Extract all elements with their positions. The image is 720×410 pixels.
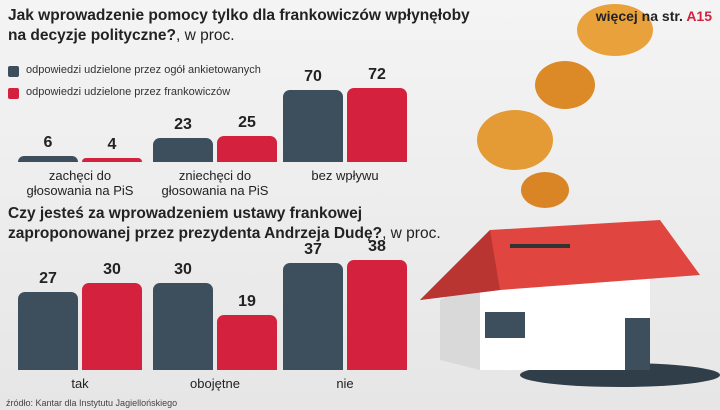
door — [625, 318, 650, 370]
bar — [217, 314, 277, 370]
title-main: Czy jesteś za wprowadzeniem ustawy frank… — [8, 205, 383, 242]
more-ref: A15 — [686, 8, 712, 24]
coin — [577, 4, 653, 56]
window — [485, 312, 525, 338]
title-unit: , w proc. — [382, 225, 441, 242]
coin — [535, 61, 595, 109]
house-wall — [480, 270, 650, 370]
value-label: 72 — [368, 66, 386, 83]
house-side — [440, 280, 480, 370]
value-label: 25 — [238, 114, 256, 132]
chart-title: Czy jesteś za wprowadzeniem ustawy frank… — [8, 204, 478, 244]
bar — [217, 136, 277, 162]
value-label: 37 — [304, 240, 322, 258]
source: źródło: Kantar dla Instytutu Jagiellońsk… — [6, 398, 178, 408]
category-label: tak — [71, 376, 89, 391]
roof-side — [420, 230, 500, 300]
coin — [477, 110, 553, 170]
value-label: 4 — [107, 135, 117, 153]
value-label: 6 — [43, 133, 53, 151]
coin-slot — [510, 244, 570, 248]
bar — [82, 283, 142, 370]
category-label: bez wpływu — [311, 168, 379, 183]
bar — [18, 155, 78, 162]
bar — [153, 138, 213, 162]
bar — [347, 88, 407, 162]
category-label: obojętne — [190, 376, 240, 391]
category-label: zniechęci do głosowania na PiS — [161, 168, 269, 198]
chart-title: Jak wprowadzenie pomocy tylko dla franko… — [8, 6, 478, 46]
category-label: nie — [336, 376, 354, 391]
more-text: więcej na str. — [595, 8, 683, 24]
legend-swatch — [8, 88, 19, 99]
value-label: 23 — [174, 116, 192, 134]
value-label: 27 — [39, 269, 57, 287]
illustration — [420, 4, 720, 387]
bar — [82, 157, 142, 162]
legend-swatch — [8, 66, 19, 77]
legend-label: odpowiedzi udzielone przez ogół ankietow… — [26, 64, 261, 76]
more-link: więcej na str. A15 — [596, 8, 712, 24]
value-label: 19 — [238, 292, 256, 310]
coin — [521, 172, 569, 208]
value-label: 38 — [368, 237, 386, 255]
bar — [283, 90, 343, 162]
value-label: 30 — [174, 261, 192, 278]
bar — [283, 262, 343, 370]
value-label: 70 — [304, 68, 322, 86]
title-main: Jak wprowadzenie pomocy tylko dla franko… — [8, 7, 470, 44]
value-label: 30 — [103, 261, 121, 278]
title-unit: , w proc. — [175, 27, 235, 44]
bar — [153, 283, 213, 370]
bar — [347, 259, 407, 370]
legend-label: odpowiedzi udzielone przez frankowiczów — [26, 86, 231, 98]
bar — [18, 291, 78, 370]
category-label: zachęci do głosowania na PiS — [26, 168, 134, 198]
